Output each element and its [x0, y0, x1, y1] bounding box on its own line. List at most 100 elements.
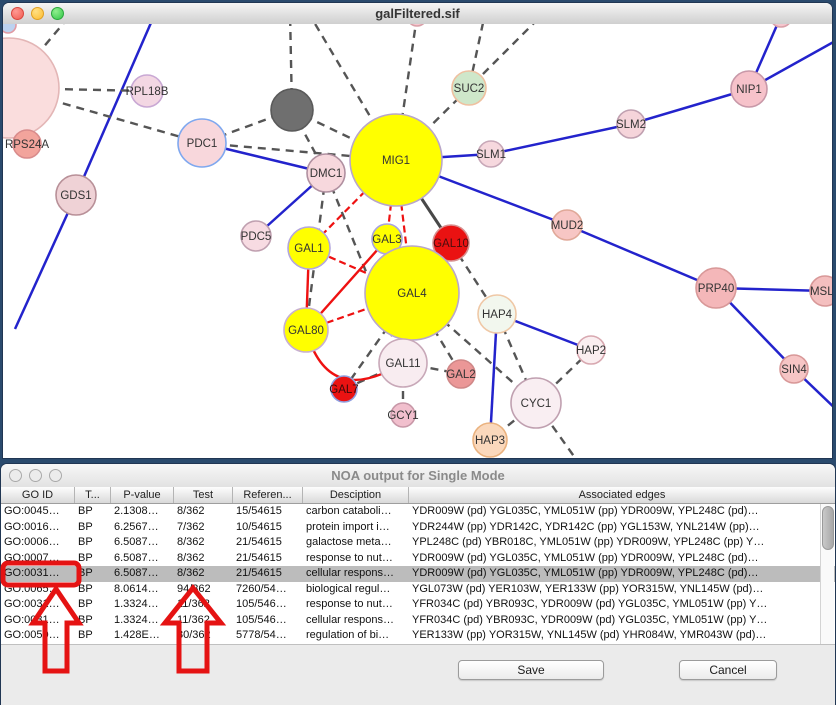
table-row[interactable]: GO:0006… BP 6.5087… 8/362 21/54615 galactose …	[1, 535, 835, 551]
table-cell: YPL248C (pd) YBR018C, YML051W (pp) YDR00…	[412, 536, 765, 548]
column-header-p-value[interactable]: P-value	[111, 487, 174, 503]
node-PDC1[interactable]	[177, 118, 227, 168]
table-cell: 7/362	[177, 520, 205, 533]
node-topnode2[interactable]	[770, 24, 792, 28]
node-HAP2[interactable]	[576, 335, 606, 365]
node-NIP1[interactable]	[730, 70, 768, 108]
cancel-button[interactable]: Cancel	[679, 660, 777, 680]
table-cell: 21/54615	[236, 567, 282, 579]
table-header-row[interactable]: GO ID T... P-value Test Referen... Desciption…	[1, 487, 835, 504]
close-button[interactable]	[11, 7, 24, 20]
column-header-test[interactable]: Test	[174, 487, 233, 503]
network-canvas[interactable]: RPL18B RPS24A GDS1 PDC1 PDC5 MIG1 SUC2 SLM1 DMC1…	[3, 24, 832, 458]
node-cornertiny[interactable]	[3, 24, 17, 34]
node-label: PDC1	[187, 138, 218, 150]
node-DMC1[interactable]	[306, 153, 346, 193]
node-RPL18B[interactable]	[130, 74, 164, 108]
noa-table-body: GO:0045… BP 2.1308… 8/362 15/54615 carbon cat…	[1, 504, 835, 644]
node-PRP40[interactable]	[695, 267, 737, 309]
table-row[interactable]: GO:0007… BP 6.5087… 8/362 21/54615 response t…	[1, 551, 835, 567]
table-row[interactable]: GO:0031… BP 1.3324… 11/362 105/546… response …	[1, 597, 835, 613]
node-GAL10[interactable]	[432, 224, 470, 262]
save-button[interactable]: Save	[458, 660, 604, 680]
column-header-desciption[interactable]: Desciption	[303, 487, 409, 503]
node-PDC5[interactable]	[240, 220, 272, 252]
node-SIN4[interactable]	[779, 354, 809, 384]
table-cell: BP	[78, 505, 93, 517]
node-MUD2[interactable]	[551, 209, 583, 241]
node-topnode1[interactable]	[407, 24, 427, 27]
edge-blue[interactable]	[13, 194, 78, 330]
graph-window-titlebar[interactable]: galFiltered.sif	[3, 3, 832, 25]
table-cell: 21/54615	[236, 551, 282, 564]
table-row[interactable]: GO:0016… BP 6.2567… 7/362 10/54615 protein im…	[1, 520, 835, 536]
edge-blue[interactable]	[74, 24, 157, 196]
node-MSL5[interactable]	[809, 275, 832, 307]
table-cell: 7260/54…	[236, 582, 287, 595]
node-CYC1[interactable]	[510, 377, 562, 429]
edge-blue[interactable]	[490, 122, 632, 156]
column-header-associated-edges[interactable]: Associated edges	[578, 489, 666, 501]
node-MIG1[interactable]	[349, 113, 443, 207]
table-cell: YER133W (pp) YOR315W, YNL145W (pd) YHR08…	[412, 629, 767, 641]
table-cell: BP	[78, 551, 93, 564]
table-cell: YGL073W (pd) YER103W, YER133W (pp) YOR31…	[412, 582, 764, 595]
node-label: GAL80	[288, 325, 324, 337]
edge-dashed[interactable]	[8, 86, 148, 93]
edge-dashed[interactable]	[394, 24, 418, 161]
table-cell: biological regul…	[306, 582, 391, 595]
table-cell: YDR009W (pd) YGL035C, YML051W (pp) YDR00…	[412, 551, 759, 564]
node-label: GAL11	[386, 358, 421, 370]
node-GDS1[interactable]	[55, 174, 97, 216]
node-SLM1[interactable]	[477, 140, 505, 168]
edge-blue[interactable]	[566, 223, 717, 290]
node-label: CYC1	[521, 398, 552, 410]
node-label: GAL1	[294, 243, 323, 255]
column-header-t-[interactable]: T...	[75, 487, 111, 503]
table-row[interactable]: GO:0031… BP 1.3324… 11/362 105/546… cellular …	[1, 613, 835, 629]
table-row[interactable]: GO:0045… BP 2.1308… 8/362 15/54615 carbon cat…	[1, 504, 835, 520]
table-cell: YDR009W (pd) YGL035C, YML051W (pp) YDR00…	[412, 505, 759, 517]
node-GAL7[interactable]	[330, 375, 358, 403]
node-HAP4[interactable]	[477, 294, 517, 334]
edge-blue[interactable]	[488, 313, 499, 441]
node-GAL1[interactable]	[287, 226, 331, 270]
edge-dashed[interactable]	[304, 172, 328, 331]
table-row[interactable]: GO:0031… BP 6.5087… 8/362 21/54615 cellular r…	[1, 566, 835, 582]
node-grayhub[interactable]	[270, 88, 314, 132]
column-header-go-id[interactable]: GO ID	[1, 487, 75, 503]
table-cell: YDR244W (pp) YDR142C, YDR142C (pp) YGL15…	[412, 520, 760, 533]
noa-window: NOA output for Single Mode GO ID T... P-va…	[1, 464, 835, 705]
node-HAP3[interactable]	[472, 422, 508, 458]
node-label: GDS1	[60, 190, 91, 202]
node-GAL2[interactable]	[446, 359, 476, 389]
node-GAL11[interactable]	[378, 338, 428, 388]
node-bigpink[interactable]	[3, 37, 60, 139]
table-cell: galactose meta…	[306, 536, 392, 548]
zoom-button[interactable]	[49, 469, 62, 482]
zoom-button[interactable]	[51, 7, 64, 20]
table-row[interactable]: GO:0065… BP 8.0614… 94/362 7260/54… biologica…	[1, 582, 835, 598]
vertical-scrollbar[interactable]	[820, 504, 834, 644]
graph-window: galFiltered.sif RPL18B RPS24A GDS1 PDC1 PDC5…	[3, 3, 832, 458]
column-header-referen-[interactable]: Referen...	[233, 487, 303, 503]
scrollbar-thumb[interactable]	[822, 506, 834, 550]
node-RPS24A[interactable]	[12, 129, 42, 159]
close-button[interactable]	[9, 469, 22, 482]
minimize-button[interactable]	[31, 7, 44, 20]
node-SLM2[interactable]	[616, 109, 646, 139]
node-label: HAP3	[475, 435, 505, 447]
table-row[interactable]: GO:0050… BP 1.428E… 80/362 5778/54… regulatio…	[1, 628, 835, 644]
table-cell: 80/362	[177, 629, 211, 641]
node-GCY1[interactable]	[390, 402, 416, 428]
node-label: MIG1	[382, 155, 410, 167]
minimize-button[interactable]	[29, 469, 42, 482]
table-cell: GO:0031…	[4, 598, 60, 610]
noa-window-titlebar[interactable]: NOA output for Single Mode	[1, 464, 835, 488]
edge-dashed[interactable]	[201, 141, 397, 162]
edge-blue[interactable]	[630, 87, 750, 126]
table-cell: BP	[78, 629, 93, 641]
node-label: DMC1	[310, 168, 343, 180]
node-SUC2[interactable]	[451, 70, 487, 106]
node-GAL80[interactable]	[283, 307, 329, 353]
